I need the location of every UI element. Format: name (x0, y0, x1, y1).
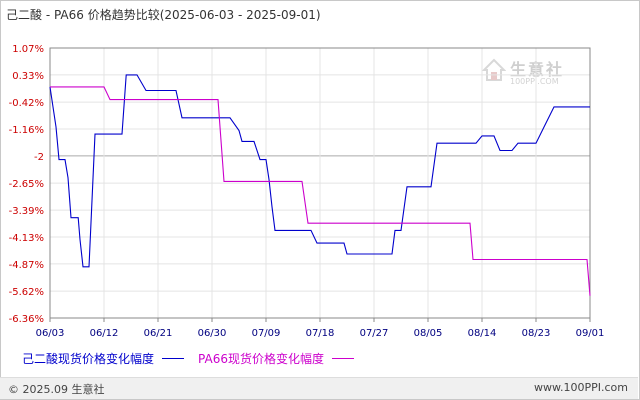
x-tick-label: 06/30 (198, 328, 227, 339)
series-lines (49, 74, 591, 296)
x-tick-label: 08/14 (468, 328, 497, 339)
grid-lines (49, 47, 591, 319)
y-tick-label: -2 (34, 152, 44, 163)
legend-label-pa66: PA66现货价格变化幅度 (198, 352, 324, 366)
x-tick-label: 07/27 (360, 328, 389, 339)
legend-item-adipic: 己二酸现货价格变化幅度 (22, 350, 185, 367)
x-tick-label: 08/23 (522, 328, 551, 339)
y-tick-label: -4.13% (9, 233, 44, 244)
y-tick-label: -5.62% (9, 287, 44, 298)
legend-swatch-adipic (162, 358, 185, 359)
plot-area-border (49, 47, 591, 319)
y-tick-label: -4.87% (9, 260, 44, 271)
watermark-house-icon (482, 58, 506, 81)
y-tick-label: -1.16% (9, 125, 44, 136)
legend: 己二酸现货价格变化幅度 PA66现货价格变化幅度 (22, 350, 368, 367)
x-tick-labels: 06/03 06/12 06/21 06/30 07/09 07/18 07/27 08/05… (36, 328, 605, 339)
legend-label-adipic: 己二酸现货价格变化幅度 (22, 352, 155, 366)
x-tick-label: 06/03 (36, 328, 65, 339)
y-tick-labels: 1.07% 0.33% -0.42% -1.16% -2 -2.65% -3.39% -4.1… (9, 44, 44, 325)
x-tick-label: 06/21 (144, 328, 173, 339)
y-tick-label: 0.33% (12, 71, 44, 82)
legend-swatch-pa66 (331, 358, 354, 359)
y-tick-label: -6.36% (9, 314, 44, 325)
footer-bar: © 2025.09 生意社 www.100PPI.com (0, 377, 638, 399)
legend-item-pa66: PA66现货价格变化幅度 (198, 350, 354, 367)
chart-title: 己二酸 - PA66 价格趋势比较(2025-06-03 - 2025-09-0… (6, 8, 321, 22)
y-tick-label: -0.42% (9, 98, 44, 109)
x-tick-label: 06/12 (90, 328, 119, 339)
x-tick-label: 07/09 (252, 328, 281, 339)
footer-site-link[interactable]: www.100PPI.com (534, 381, 628, 394)
footer-copyright: © 2025.09 生意社 (8, 383, 105, 396)
series-line-adipic (49, 74, 590, 268)
watermark-site: 100PPI.COM (510, 77, 559, 86)
y-tick-label: -3.39% (9, 206, 44, 217)
y-tick-label: 1.07% (12, 44, 44, 55)
axes (49, 47, 591, 322)
x-tick-label: 08/05 (414, 328, 443, 339)
series-line-pa66 (50, 86, 591, 296)
y-tick-label: -2.65% (9, 179, 44, 190)
x-tick-label: 09/01 (576, 328, 605, 339)
x-tick-label: 07/18 (306, 328, 335, 339)
